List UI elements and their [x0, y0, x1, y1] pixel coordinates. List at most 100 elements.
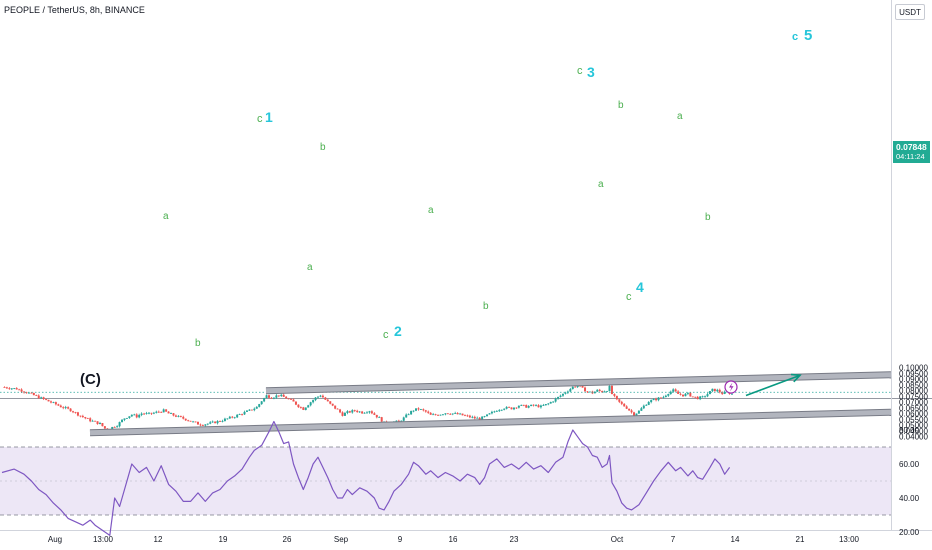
- candle-body: [346, 411, 349, 413]
- candle-body: [160, 411, 163, 413]
- candle-body: [285, 396, 288, 399]
- candle-body: [517, 405, 520, 408]
- candle-body: [500, 409, 503, 411]
- candle-body: [596, 389, 599, 392]
- candle-body: [539, 405, 542, 408]
- candle-body: [358, 411, 361, 413]
- candle-body: [49, 401, 52, 403]
- lightning-bolt-glyph: [729, 382, 734, 392]
- candle-body: [437, 414, 440, 416]
- candle-body: [672, 389, 675, 392]
- candle-body: [701, 396, 704, 398]
- candle-body: [226, 418, 229, 420]
- price-tick-label: 0.04000: [899, 433, 928, 442]
- candle-body: [655, 398, 658, 401]
- candle-body: [89, 418, 92, 422]
- time-tick-label: 7: [671, 535, 676, 544]
- candle-body: [483, 416, 486, 418]
- candle-body: [10, 388, 13, 390]
- candle-body: [694, 396, 697, 398]
- candle-body: [255, 406, 258, 409]
- candle-body: [272, 397, 275, 399]
- candle-body: [630, 410, 633, 413]
- candle-body: [610, 385, 613, 395]
- candles-group: [3, 384, 733, 433]
- candle-body: [451, 413, 454, 415]
- candle-body: [422, 409, 425, 411]
- price-tick-label: 0.06500: [899, 404, 928, 413]
- candle-body: [216, 420, 219, 424]
- candle-body: [18, 389, 21, 391]
- candle-body: [571, 386, 574, 390]
- candle-body: [584, 387, 587, 392]
- time-tick-label: 13:00: [93, 535, 114, 544]
- candle-body: [708, 391, 711, 395]
- candle-body: [253, 408, 256, 411]
- candle-body: [375, 414, 378, 418]
- candle-body: [263, 398, 266, 402]
- candle-body: [223, 418, 226, 422]
- candle-body: [684, 393, 687, 397]
- candle-body: [297, 404, 300, 408]
- price-tick-label: 0.05000: [899, 421, 928, 430]
- candle-body: [446, 413, 449, 415]
- candle-body: [674, 389, 677, 392]
- candle-body: [241, 414, 244, 415]
- candle-body: [331, 403, 334, 406]
- candle-body: [456, 413, 459, 415]
- currency-label[interactable]: USDT: [895, 4, 925, 20]
- candle-body: [123, 418, 126, 420]
- time-tick-label: 26: [283, 535, 292, 544]
- time-tick-label: 9: [398, 535, 403, 544]
- candle-body: [248, 409, 251, 411]
- projection-arrow-shaft: [745, 374, 801, 397]
- candle-body: [292, 399, 295, 402]
- candle-body: [544, 404, 547, 406]
- candle-body: [549, 402, 552, 404]
- candle-body: [547, 403, 550, 405]
- wave-label: b: [483, 301, 489, 312]
- candle-body: [204, 424, 207, 426]
- candle-body: [8, 388, 11, 390]
- candle-body: [608, 385, 611, 392]
- candle-body: [505, 406, 508, 409]
- candle-body: [664, 395, 667, 398]
- wave-label: a: [598, 179, 604, 190]
- candle-body: [618, 399, 621, 402]
- time-tick-label: Oct: [611, 535, 624, 544]
- candle-body: [439, 414, 442, 416]
- candle-body: [598, 389, 601, 391]
- candle-body: [86, 418, 89, 419]
- price-tick-label: 0.07500: [899, 392, 928, 401]
- candle-body: [650, 400, 653, 403]
- candle-body: [537, 405, 540, 408]
- price-tick-label: 0.08000: [899, 387, 928, 396]
- candle-body: [468, 415, 471, 418]
- candle-body: [270, 397, 273, 399]
- symbol-title[interactable]: PEOPLE / TetherUS, 8h, BINANCE: [4, 5, 145, 15]
- wave-label: b: [705, 212, 711, 223]
- candle-body: [527, 406, 530, 408]
- candle-body: [250, 409, 253, 411]
- candle-body: [412, 410, 415, 412]
- candle-body: [30, 392, 33, 394]
- wave-label: a: [677, 111, 683, 122]
- candle-body: [167, 411, 170, 414]
- candle-body: [471, 416, 474, 418]
- candle-body: [125, 418, 128, 419]
- candle-body: [407, 414, 410, 416]
- candle-body: [174, 415, 177, 417]
- candle-body: [652, 398, 655, 401]
- candle-body: [466, 415, 469, 417]
- candle-body: [94, 420, 97, 422]
- wave-label: b: [618, 100, 624, 111]
- candle-body: [81, 415, 84, 418]
- candle-body: [463, 415, 466, 417]
- candle-body: [368, 411, 371, 413]
- candle-body: [231, 416, 234, 418]
- wave-label: c: [792, 31, 798, 43]
- candle-body: [486, 414, 489, 417]
- candle-body: [569, 389, 572, 392]
- candle-body: [74, 412, 77, 414]
- candle-body: [69, 408, 72, 412]
